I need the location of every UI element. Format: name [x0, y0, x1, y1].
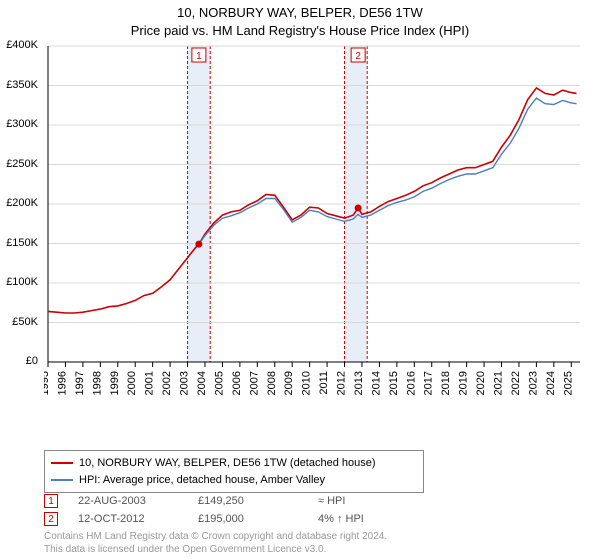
- chart-container: 10, NORBURY WAY, BELPER, DE56 1TW Price …: [0, 0, 600, 560]
- y-tick-label: £200K: [6, 197, 38, 209]
- x-tick-label: 2010: [301, 371, 313, 395]
- sale-delta: 4% ↑ HPI: [318, 513, 438, 525]
- x-tick-label: 1999: [109, 371, 121, 395]
- x-tick-label: 2020: [475, 371, 487, 395]
- y-axis-labels: £0 £50K £100K £150K £200K £250K £300K £350K £400…: [0, 42, 42, 402]
- x-tick-label: 1996: [56, 371, 68, 395]
- legend-item: HPI: Average price, detached house, Ambe…: [51, 472, 417, 489]
- x-tick-label: 2007: [248, 371, 260, 395]
- title-address: 10, NORBURY WAY, BELPER, DE56 1TW: [0, 4, 600, 22]
- x-tick-label: 2025: [562, 371, 574, 395]
- series-hpi: [199, 98, 577, 244]
- y-tick-label: £250K: [6, 158, 38, 170]
- x-tick-label: 2016: [405, 371, 417, 395]
- y-tick-label: £300K: [6, 118, 38, 130]
- x-tick-label: 2013: [353, 371, 365, 395]
- sale-marker-badge: 2: [44, 512, 58, 526]
- price-chart: 1995 1996 1997 1998 1999 2000 2001 2002 2003 2004…: [44, 42, 584, 402]
- y-tick-label: £350K: [6, 79, 38, 91]
- y-tick-label: £100K: [6, 276, 38, 288]
- x-tick-label: 2002: [161, 371, 173, 395]
- x-tick-label: 2017: [423, 371, 435, 395]
- y-tick-label: £50K: [12, 316, 38, 328]
- x-tick-label: 2011: [318, 371, 330, 395]
- x-tick-label: 1997: [74, 371, 86, 395]
- y-tick-label: £0: [26, 355, 38, 367]
- sale-marker-badge: 1: [44, 494, 58, 508]
- attribution-line1: Contains HM Land Registry data © Crown c…: [44, 530, 387, 543]
- x-tick-label: 2015: [388, 371, 400, 395]
- y-tick-label: £400K: [6, 39, 38, 51]
- sale-price: £195,000: [198, 513, 318, 525]
- x-tick-label: 2024: [545, 371, 557, 395]
- sales-table: 1 22-AUG-2003£149,250≈ HPI 2 12-OCT-2012£19…: [44, 492, 438, 528]
- attribution-line2: This data is licensed under the Open Gov…: [44, 543, 387, 556]
- x-tick-label: 2023: [527, 371, 539, 395]
- title-block: 10, NORBURY WAY, BELPER, DE56 1TW Price …: [0, 0, 600, 40]
- x-tick-label: 2003: [179, 371, 191, 395]
- legend-label: 10, NORBURY WAY, BELPER, DE56 1TW (detac…: [79, 455, 376, 472]
- x-tick-label: 2012: [336, 371, 348, 395]
- x-tick-label: 2019: [458, 371, 470, 395]
- x-tick-label: 2022: [510, 371, 522, 395]
- title-subtitle: Price paid vs. HM Land Registry's House …: [0, 22, 600, 40]
- sale-delta: ≈ HPI: [318, 495, 438, 507]
- sale-date: 22-AUG-2003: [78, 495, 198, 507]
- sale-row: 2 12-OCT-2012£195,0004% ↑ HPI: [44, 510, 438, 528]
- x-tick-label: 1995: [44, 371, 51, 395]
- legend-swatch: [51, 462, 73, 464]
- legend-item: 10, NORBURY WAY, BELPER, DE56 1TW (detac…: [51, 455, 417, 472]
- y-tick-label: £150K: [6, 237, 38, 249]
- x-tick-label: 2018: [440, 371, 452, 395]
- sale-marker-label: 1: [196, 51, 202, 62]
- legend-label: HPI: Average price, detached house, Ambe…: [79, 472, 325, 489]
- x-tick-label: 2000: [126, 371, 138, 395]
- sale-row: 1 22-AUG-2003£149,250≈ HPI: [44, 492, 438, 510]
- x-tick-label: 2009: [283, 371, 295, 395]
- x-tick-label: 2014: [370, 371, 382, 395]
- x-tick-label: 1998: [91, 371, 103, 395]
- x-tick-label: 2001: [144, 371, 156, 395]
- x-tick-label: 2008: [266, 371, 278, 395]
- sale-price: £149,250: [198, 495, 318, 507]
- series-price_paid: [48, 88, 577, 313]
- x-tick-label: 2005: [213, 371, 225, 395]
- x-tick-label: 2021: [493, 371, 505, 395]
- legend-swatch: [51, 479, 73, 481]
- legend: 10, NORBURY WAY, BELPER, DE56 1TW (detac…: [44, 450, 424, 493]
- sale-date: 12-OCT-2012: [78, 513, 198, 525]
- x-tick-label: 2006: [231, 371, 243, 395]
- attribution: Contains HM Land Registry data © Crown c…: [44, 530, 387, 556]
- x-tick-label: 2004: [196, 371, 208, 395]
- sale-marker-label: 2: [355, 51, 361, 62]
